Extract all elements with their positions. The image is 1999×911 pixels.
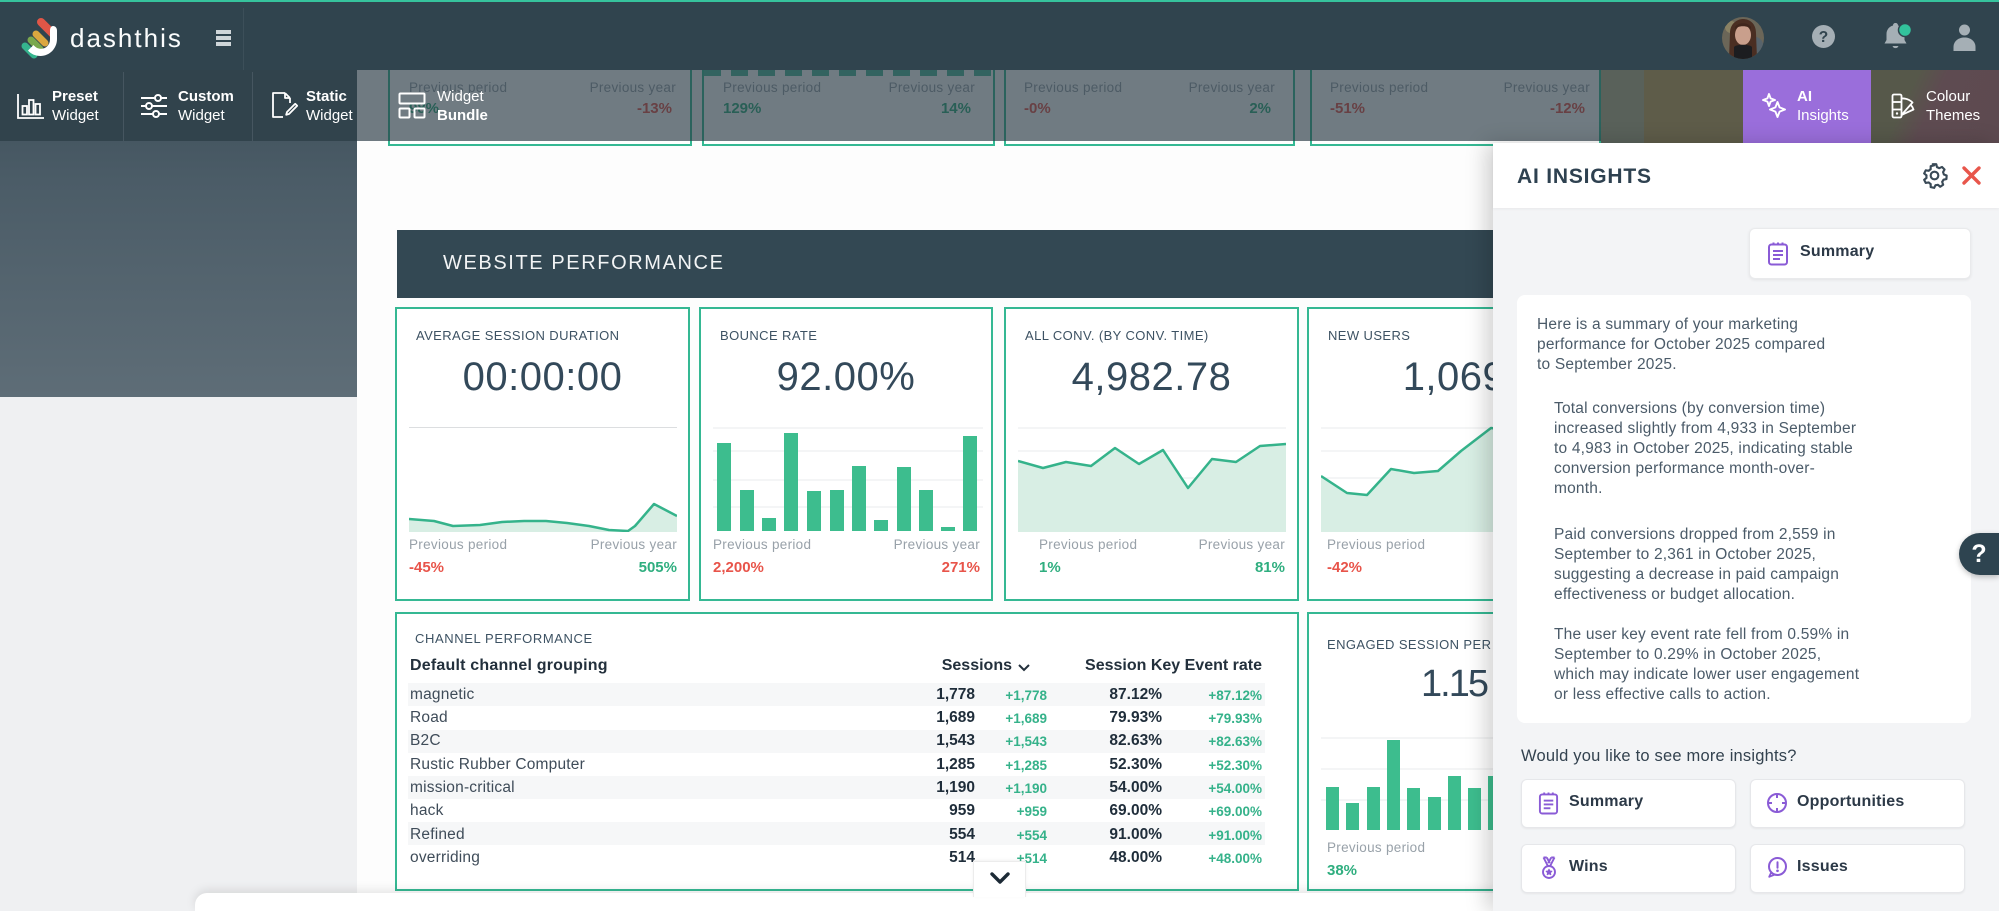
svg-text:?: ? <box>1819 29 1828 46</box>
